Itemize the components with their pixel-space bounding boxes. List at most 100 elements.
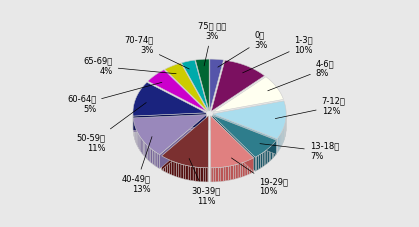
Polygon shape <box>203 168 206 182</box>
Polygon shape <box>162 116 208 168</box>
Polygon shape <box>196 167 198 181</box>
Polygon shape <box>154 151 156 166</box>
Polygon shape <box>233 165 235 179</box>
Polygon shape <box>139 134 140 150</box>
Polygon shape <box>282 130 283 146</box>
Polygon shape <box>213 168 216 182</box>
Polygon shape <box>260 153 262 168</box>
Text: 7-12세
12%: 7-12세 12% <box>275 97 346 118</box>
Polygon shape <box>133 115 206 155</box>
Polygon shape <box>251 158 253 173</box>
Polygon shape <box>213 101 286 139</box>
Polygon shape <box>245 161 247 176</box>
Text: 60-64세
5%: 60-64세 5% <box>67 82 162 114</box>
Polygon shape <box>228 166 231 180</box>
Polygon shape <box>133 82 206 116</box>
Polygon shape <box>163 157 165 172</box>
Polygon shape <box>188 166 191 180</box>
Polygon shape <box>148 70 207 112</box>
Polygon shape <box>256 155 259 171</box>
Polygon shape <box>262 152 264 167</box>
Polygon shape <box>255 157 256 171</box>
Polygon shape <box>223 167 226 181</box>
Polygon shape <box>280 133 281 149</box>
Polygon shape <box>284 124 285 140</box>
Polygon shape <box>183 165 186 179</box>
Polygon shape <box>193 167 196 181</box>
Polygon shape <box>235 164 238 179</box>
Polygon shape <box>133 113 206 130</box>
Polygon shape <box>211 116 253 172</box>
Polygon shape <box>153 150 154 165</box>
Polygon shape <box>138 133 139 149</box>
Polygon shape <box>134 124 135 140</box>
Polygon shape <box>135 128 136 143</box>
Text: 50-59세
11%: 50-59세 11% <box>77 103 146 153</box>
Polygon shape <box>145 143 146 158</box>
Polygon shape <box>271 145 272 160</box>
Polygon shape <box>162 116 208 170</box>
Polygon shape <box>186 165 188 180</box>
Polygon shape <box>279 135 280 151</box>
Polygon shape <box>158 153 160 169</box>
Text: 70-74세
3%: 70-74세 3% <box>125 35 189 69</box>
Polygon shape <box>212 115 276 157</box>
Polygon shape <box>212 115 276 154</box>
Polygon shape <box>221 167 223 181</box>
Polygon shape <box>181 164 183 179</box>
Polygon shape <box>170 160 172 175</box>
Polygon shape <box>156 152 158 168</box>
Polygon shape <box>211 116 253 168</box>
Polygon shape <box>143 141 145 157</box>
Text: 30-39세
11%: 30-39세 11% <box>189 158 220 206</box>
Polygon shape <box>259 154 260 170</box>
Polygon shape <box>181 60 209 111</box>
Polygon shape <box>147 146 149 161</box>
Polygon shape <box>198 167 201 182</box>
Polygon shape <box>174 162 176 177</box>
Text: 75세 이상
3%: 75세 이상 3% <box>198 21 226 66</box>
Polygon shape <box>264 151 266 166</box>
Text: 4-6세
8%: 4-6세 8% <box>268 59 334 91</box>
Polygon shape <box>206 168 208 182</box>
Text: 0세
3%: 0세 3% <box>218 31 268 67</box>
Polygon shape <box>266 149 268 165</box>
Polygon shape <box>269 146 271 162</box>
Polygon shape <box>178 163 181 178</box>
Polygon shape <box>140 136 141 152</box>
Polygon shape <box>210 59 224 111</box>
Text: 40-49세
13%: 40-49세 13% <box>122 137 152 194</box>
Polygon shape <box>133 115 206 132</box>
Polygon shape <box>162 156 163 171</box>
Polygon shape <box>212 115 255 171</box>
Polygon shape <box>211 168 213 182</box>
Polygon shape <box>191 166 193 181</box>
Polygon shape <box>275 140 276 156</box>
Polygon shape <box>274 142 275 158</box>
Polygon shape <box>268 148 269 163</box>
Polygon shape <box>212 77 284 112</box>
Polygon shape <box>277 138 278 153</box>
Polygon shape <box>213 114 277 153</box>
Text: 1-3세
10%: 1-3세 10% <box>243 35 313 73</box>
Text: 65-69세
4%: 65-69세 4% <box>83 57 176 76</box>
Polygon shape <box>243 162 245 177</box>
Polygon shape <box>172 161 174 176</box>
Polygon shape <box>216 168 218 182</box>
Polygon shape <box>281 131 282 147</box>
Polygon shape <box>195 59 209 111</box>
Polygon shape <box>165 158 167 173</box>
Polygon shape <box>226 166 228 181</box>
Polygon shape <box>249 159 251 174</box>
Polygon shape <box>141 138 142 153</box>
Polygon shape <box>218 167 221 182</box>
Polygon shape <box>238 163 241 178</box>
Polygon shape <box>150 148 153 164</box>
Polygon shape <box>176 163 178 178</box>
Polygon shape <box>137 131 138 147</box>
Polygon shape <box>201 168 203 182</box>
Polygon shape <box>149 147 150 163</box>
Text: 19-29세
10%: 19-29세 10% <box>231 158 288 196</box>
Polygon shape <box>278 136 279 152</box>
Text: 13-18세
7%: 13-18세 7% <box>260 142 339 161</box>
